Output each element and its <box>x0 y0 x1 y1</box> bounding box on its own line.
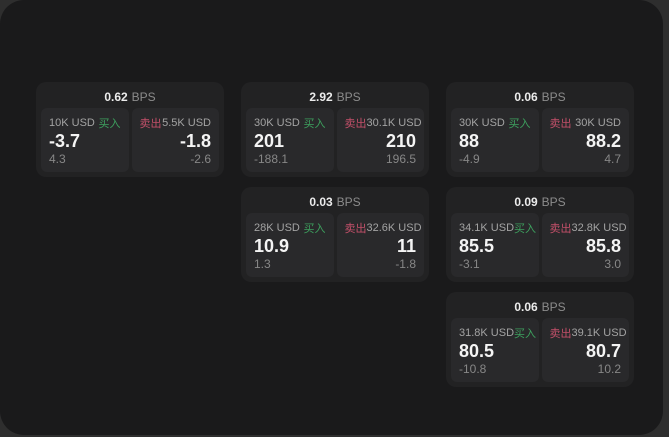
sell-price: 210 <box>385 130 416 151</box>
sell-tag: 卖出 <box>344 223 367 235</box>
quote-card[interactable]: 0.03 BPS 28K USD 买入 10.9 1.3 卖出 32.6K US… <box>241 187 429 282</box>
sell-sub-value: 196.5 <box>385 151 416 166</box>
buy-size: 30K USD <box>459 117 505 129</box>
quote-card[interactable]: 2.92 BPS 30K USD 买入 201 -188.1 卖出 30.1K … <box>241 82 429 177</box>
bps-label: BPS <box>541 90 566 104</box>
sell-size: 32.8K USD <box>571 222 627 234</box>
sell-size: 30.1K USD <box>366 117 422 129</box>
sell-size: 5.5K USD <box>162 117 211 129</box>
sell-panel[interactable]: 卖出 32.8K USD 85.8 3.0 <box>541 213 629 277</box>
sell-panel[interactable]: 卖出 32.6K USD 11 -1.8 <box>336 213 424 277</box>
buy-price: 85.5 <box>459 235 495 256</box>
buy-panel[interactable]: 34.1K USD 买入 85.5 -3.1 <box>451 213 539 277</box>
buy-size: 10K USD <box>49 117 95 129</box>
spread-value: 0.06 <box>514 300 538 314</box>
sell-tag: 卖出 <box>549 118 572 130</box>
sell-tag: 卖出 <box>549 328 572 340</box>
spread-header: 0.06 BPS <box>451 87 629 108</box>
bps-label: BPS <box>131 90 156 104</box>
sell-sub-value: 3.0 <box>604 256 621 271</box>
sell-size: 39.1K USD <box>571 327 627 339</box>
sell-price: -1.8 <box>179 130 211 151</box>
buy-panel[interactable]: 28K USD 买入 10.9 1.3 <box>246 213 334 277</box>
quote-grid: 0.62 BPS 10K USD 买入 -3.7 4.3 卖出 5.5K USD <box>36 82 634 387</box>
spread-value: 0.62 <box>104 90 128 104</box>
buy-tag: 买入 <box>98 118 121 130</box>
buy-sub-value: -188.1 <box>254 151 289 166</box>
buy-tag: 买入 <box>303 118 326 130</box>
buy-panel[interactable]: 10K USD 买入 -3.7 4.3 <box>41 108 129 172</box>
buy-tag: 买入 <box>508 118 531 130</box>
spread-header: 0.06 BPS <box>451 297 629 318</box>
sell-price: 11 <box>396 235 416 256</box>
buy-sub-value: 1.3 <box>254 256 271 271</box>
buy-tag: 买入 <box>514 328 537 340</box>
sell-size: 30K USD <box>575 117 621 129</box>
buy-price: 88 <box>459 130 480 151</box>
quote-card[interactable]: 0.06 BPS 31.8K USD 买入 80.5 -10.8 卖出 39.1… <box>446 292 634 387</box>
spread-value: 2.92 <box>309 90 333 104</box>
sell-tag: 卖出 <box>344 118 367 130</box>
bps-label: BPS <box>541 195 566 209</box>
quote-card[interactable]: 0.06 BPS 30K USD 买入 88 -4.9 卖出 30K USD <box>446 82 634 177</box>
sell-price: 80.7 <box>585 340 621 361</box>
spread-value: 0.03 <box>309 195 333 209</box>
quote-card[interactable]: 0.09 BPS 34.1K USD 买入 85.5 -3.1 卖出 32.8K… <box>446 187 634 282</box>
buy-panel[interactable]: 30K USD 买入 201 -188.1 <box>246 108 334 172</box>
buy-size: 34.1K USD <box>459 222 515 234</box>
buy-tag: 买入 <box>303 223 326 235</box>
spread-value: 0.06 <box>514 90 538 104</box>
spread-header: 0.62 BPS <box>41 87 219 108</box>
sell-panel[interactable]: 卖出 30K USD 88.2 4.7 <box>541 108 629 172</box>
buy-tag: 买入 <box>514 223 537 235</box>
buy-size: 30K USD <box>254 117 300 129</box>
bps-label: BPS <box>336 90 361 104</box>
buy-price: 80.5 <box>459 340 495 361</box>
sell-sub-value: 4.7 <box>604 151 621 166</box>
bps-label: BPS <box>541 300 566 314</box>
spread-value: 0.09 <box>514 195 538 209</box>
buy-sub-value: 4.3 <box>49 151 66 166</box>
spread-header: 0.03 BPS <box>246 192 424 213</box>
sell-price: 85.8 <box>585 235 621 256</box>
sell-sub-value: -1.8 <box>395 256 416 271</box>
sell-size: 32.6K USD <box>366 222 422 234</box>
buy-price: 10.9 <box>254 235 290 256</box>
bps-label: BPS <box>336 195 361 209</box>
quote-card[interactable]: 0.62 BPS 10K USD 买入 -3.7 4.3 卖出 5.5K USD <box>36 82 224 177</box>
buy-sub-value: -4.9 <box>459 151 480 166</box>
spread-header: 0.09 BPS <box>451 192 629 213</box>
buy-sub-value: -3.1 <box>459 256 480 271</box>
sell-panel[interactable]: 卖出 5.5K USD -1.8 -2.6 <box>131 108 219 172</box>
sell-tag: 卖出 <box>139 118 162 130</box>
sell-price: 88.2 <box>585 130 621 151</box>
buy-price: -3.7 <box>49 130 81 151</box>
sell-panel[interactable]: 卖出 30.1K USD 210 196.5 <box>336 108 424 172</box>
buy-size: 31.8K USD <box>459 327 515 339</box>
sell-sub-value: -2.6 <box>190 151 211 166</box>
buy-sub-value: -10.8 <box>459 361 487 376</box>
buy-price: 201 <box>254 130 285 151</box>
sell-sub-value: 10.2 <box>597 361 621 376</box>
buy-panel[interactable]: 30K USD 买入 88 -4.9 <box>451 108 539 172</box>
sell-tag: 卖出 <box>549 223 572 235</box>
buy-size: 28K USD <box>254 222 300 234</box>
spread-header: 2.92 BPS <box>246 87 424 108</box>
sell-panel[interactable]: 卖出 39.1K USD 80.7 10.2 <box>541 318 629 382</box>
buy-panel[interactable]: 31.8K USD 买入 80.5 -10.8 <box>451 318 539 382</box>
